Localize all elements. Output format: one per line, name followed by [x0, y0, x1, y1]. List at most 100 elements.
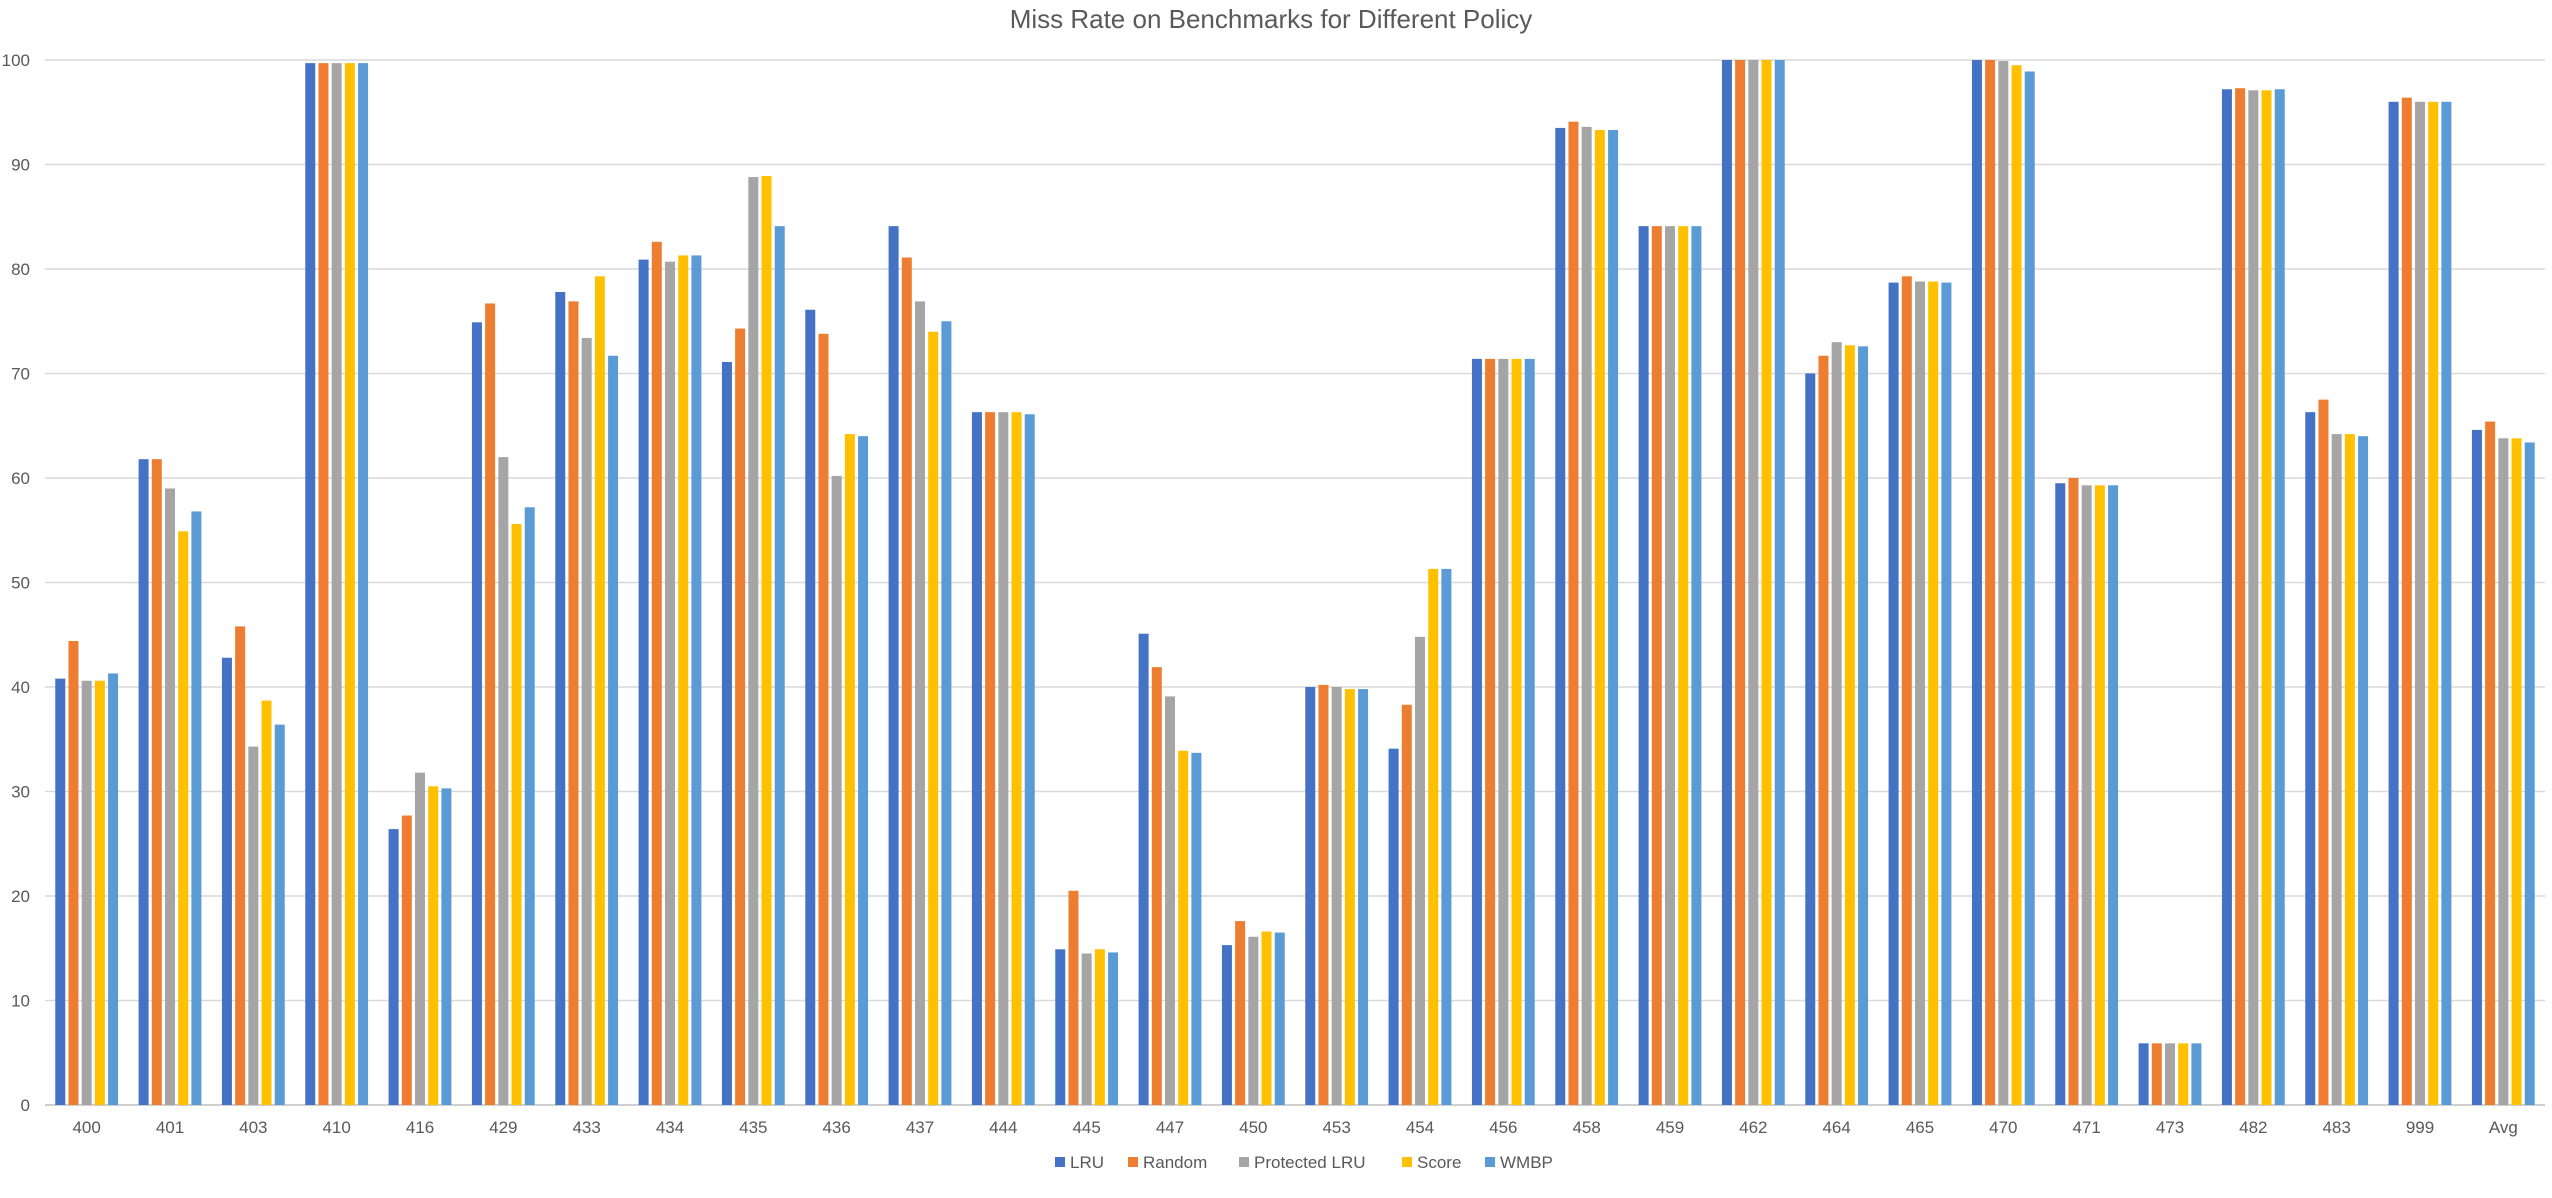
- bar-random-410: [318, 63, 329, 1105]
- bar-protected-lru-453: [1331, 687, 1342, 1105]
- bar-random-433: [568, 301, 579, 1105]
- bar-wmbp-456: [1524, 358, 1535, 1105]
- bar-lru-433: [555, 291, 566, 1105]
- y-tick-label: 10: [11, 992, 30, 1011]
- bar-random-400: [68, 641, 79, 1105]
- y-tick-label: 20: [11, 887, 30, 906]
- legend-swatch-random: [1128, 1157, 1138, 1167]
- bar-protected-lru-445: [1081, 953, 1092, 1105]
- x-tick-label: 483: [2322, 1118, 2350, 1137]
- bar-lru-465: [1888, 282, 1899, 1106]
- bar-lru-999: [2388, 101, 2399, 1106]
- bar-wmbp-400: [108, 673, 119, 1105]
- bar-score-471: [2094, 485, 2105, 1105]
- bar-lru-473: [2138, 1043, 2149, 1105]
- bar-score-400: [94, 680, 105, 1105]
- bar-score-999: [2428, 101, 2439, 1106]
- bar-score-436: [844, 434, 855, 1105]
- bars: [55, 60, 2535, 1106]
- bar-score-465: [1928, 281, 1939, 1105]
- bar-score-462: [1761, 60, 1772, 1105]
- bar-wmbp-437: [941, 321, 952, 1105]
- x-tick-label: 434: [656, 1118, 684, 1137]
- bar-lru-462: [1721, 60, 1732, 1105]
- bar-random-483: [2318, 399, 2329, 1105]
- bar-protected-lru-400: [81, 680, 92, 1105]
- bar-lru-444: [971, 412, 982, 1105]
- bar-random-437: [901, 257, 912, 1105]
- bar-protected-lru-473: [2165, 1043, 2175, 1105]
- x-tick-label: 416: [406, 1118, 434, 1137]
- x-tick-label: 465: [1906, 1118, 1934, 1137]
- bar-wmbp-444: [1024, 414, 1035, 1105]
- bar-protected-lru-435: [748, 177, 759, 1106]
- bar-random-999: [2401, 97, 2412, 1106]
- bar-wmbp-458: [1608, 130, 1619, 1105]
- bar-protected-lru-416: [415, 772, 425, 1105]
- x-tick-label: 482: [2239, 1118, 2267, 1137]
- bar-wmbp-465: [1941, 282, 1952, 1106]
- bar-score-433: [594, 276, 605, 1105]
- legend-swatch-wmbp: [1485, 1157, 1495, 1167]
- bar-score-453: [1344, 689, 1355, 1105]
- legend: LRU Random Protected LRU Score WMBP: [1055, 1153, 1553, 1172]
- bar-score-avg: [2511, 438, 2522, 1105]
- bar-random-453: [1318, 684, 1329, 1105]
- legend-label-random: Random: [1143, 1153, 1207, 1172]
- bar-wmbp-482: [2274, 89, 2285, 1105]
- x-tick-label: 471: [2072, 1118, 2100, 1137]
- bar-lru-471: [2055, 483, 2066, 1106]
- bar-score-456: [1511, 358, 1522, 1105]
- bar-lru-416: [388, 829, 399, 1105]
- bar-score-482: [2261, 90, 2272, 1106]
- x-tick-label: 447: [1156, 1118, 1184, 1137]
- bar-score-435: [761, 175, 772, 1105]
- y-tick-label: 90: [11, 156, 30, 175]
- bar-protected-lru-483: [2331, 434, 2342, 1105]
- bar-lru-403: [221, 657, 232, 1105]
- bar-lru-482: [2221, 89, 2232, 1105]
- bar-score-459: [1678, 226, 1689, 1105]
- bar-protected-lru-470: [1998, 61, 2009, 1105]
- bar-score-470: [2011, 65, 2022, 1106]
- x-tick-label: 470: [1989, 1118, 2017, 1137]
- y-tick-label: 80: [11, 260, 30, 279]
- bar-lru-483: [2305, 412, 2316, 1105]
- bar-score-473: [2178, 1043, 2189, 1105]
- bar-wmbp-450: [1274, 932, 1285, 1105]
- x-tick-label: 459: [1656, 1118, 1684, 1137]
- bar-protected-lru-434: [665, 261, 675, 1105]
- x-tick-label: Avg: [2489, 1118, 2518, 1137]
- bar-protected-lru-410: [331, 63, 342, 1105]
- bar-protected-lru-429: [498, 457, 509, 1106]
- legend-label-score: Score: [1417, 1153, 1461, 1172]
- bar-wmbp-410: [358, 63, 369, 1105]
- bar-random-450: [1235, 921, 1246, 1105]
- bar-lru-454: [1388, 748, 1399, 1105]
- bar-wmbp-459: [1691, 226, 1702, 1105]
- x-tick-label: 462: [1739, 1118, 1767, 1137]
- bar-random-470: [1985, 60, 1996, 1105]
- bar-random-435: [735, 328, 746, 1105]
- bar-protected-lru-464: [1831, 342, 1842, 1105]
- legend-swatch-lru: [1055, 1157, 1065, 1167]
- x-tick-label: 450: [1239, 1118, 1267, 1137]
- bar-wmbp-471: [2108, 485, 2119, 1105]
- y-axis-ticks: 0 10 20 30 40 50 60 70 80 90 100: [2, 51, 30, 1115]
- x-tick-label: 401: [156, 1118, 184, 1137]
- bar-score-454: [1428, 568, 1439, 1105]
- bar-lru-436: [805, 309, 816, 1105]
- bar-score-401: [178, 531, 189, 1105]
- bar-wmbp-416: [441, 788, 452, 1105]
- bar-wmbp-454: [1441, 568, 1452, 1105]
- bar-random-416: [401, 815, 412, 1105]
- bar-score-445: [1094, 949, 1105, 1105]
- y-tick-label: 70: [11, 365, 30, 384]
- bar-wmbp-429: [524, 507, 535, 1105]
- bar-score-437: [928, 331, 939, 1105]
- bar-wmbp-avg: [2524, 442, 2535, 1106]
- bar-lru-453: [1305, 687, 1316, 1105]
- bar-protected-lru-999: [2415, 101, 2425, 1106]
- bar-lru-445: [1055, 949, 1066, 1105]
- x-tick-label: 444: [989, 1118, 1017, 1137]
